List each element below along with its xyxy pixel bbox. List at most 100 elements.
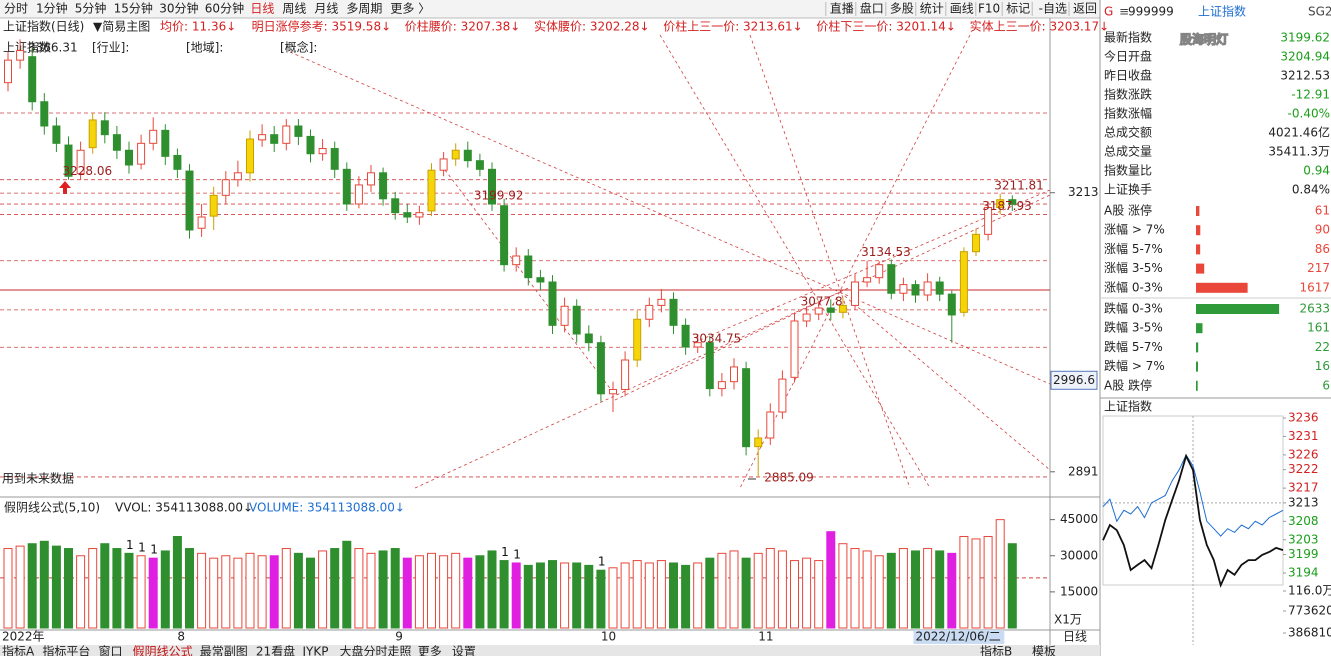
candle-body: [40, 101, 49, 127]
volume-bar: [463, 557, 473, 629]
candle-body: [463, 149, 472, 162]
toolbar-button[interactable]: 盘口: [860, 1, 884, 16]
volume-bar: [27, 543, 37, 629]
toolbar-button[interactable]: 画线: [950, 2, 974, 16]
mini-tick-label: 3226: [1288, 447, 1319, 461]
breadth-count: 16: [1315, 359, 1330, 373]
toolbar-button[interactable]: 返回: [1073, 2, 1097, 16]
main-menu[interactable]: ▼简易主图: [93, 20, 150, 34]
toolbar-button[interactable]: 标记: [1006, 2, 1030, 16]
cursor-price: 2996.6: [1053, 373, 1095, 387]
candle-body: [584, 333, 593, 344]
toolbar-button[interactable]: -自选: [1039, 2, 1067, 16]
volume-bar: [257, 555, 267, 629]
candle-body: [258, 134, 267, 141]
breadth-label: 跌幅 0-3%: [1104, 301, 1163, 316]
tag-field: [行业]:: [92, 41, 129, 55]
candle-body: [923, 281, 932, 296]
volume-bar: [874, 555, 884, 629]
bottom-tab[interactable]: 设置: [452, 645, 476, 656]
candle-body: [221, 179, 230, 196]
volume-bar: [245, 552, 255, 629]
volume-bar: [777, 550, 787, 629]
candle-body: [475, 160, 484, 170]
volume-bar: [100, 543, 110, 629]
bottom-tab[interactable]: 指标平台: [42, 644, 90, 656]
volume-bar: [535, 562, 545, 629]
candle-body: [185, 170, 194, 231]
quote-value: 3212.53: [1280, 69, 1330, 83]
candle-body: [996, 199, 1005, 208]
bottom-tab[interactable]: 窗口: [98, 645, 122, 656]
breadth-label: A股 涨停: [1104, 203, 1152, 218]
toolbar-tab[interactable]: 日线: [250, 2, 274, 16]
toolbar-tab[interactable]: 30分钟: [159, 1, 198, 16]
candle-body: [112, 134, 121, 151]
menu-icon[interactable]: ≡: [1119, 5, 1129, 19]
volume-bar: [172, 535, 182, 629]
volume-bar: [548, 560, 557, 629]
date-label: 2022/12/06/二: [916, 630, 1001, 644]
toolbar-button[interactable]: 直播: [830, 2, 854, 16]
quote-label: 今日开盘: [1104, 49, 1152, 64]
candle-body: [633, 318, 642, 361]
chart-title: 上证指数(日线): [3, 19, 84, 34]
toolbar-tab[interactable]: 15分钟: [114, 1, 153, 16]
toolbar-tab[interactable]: 60分钟: [205, 1, 244, 16]
price-label: 2885.09: [764, 470, 814, 484]
candle-body: [282, 125, 291, 144]
mini-vol-label: 773620: [1288, 604, 1331, 618]
future-data-note: 用到未来数据: [2, 471, 74, 486]
volume-bar: [427, 552, 436, 629]
period-label[interactable]: 日线: [1063, 630, 1087, 644]
date-label: 10: [601, 630, 616, 644]
candle-body: [197, 216, 206, 229]
bottom-tab[interactable]: 最常副图: [200, 645, 248, 656]
candle-body: [330, 148, 339, 170]
candle-body: [645, 304, 654, 320]
bottom-tab[interactable]: 模板: [1032, 645, 1056, 656]
bottom-tab[interactable]: 大盘分时走照: [340, 644, 412, 656]
toolbar-tab[interactable]: 更多 〉: [390, 2, 430, 16]
candle-body: [391, 198, 400, 214]
stock-name: 上证指数: [3, 40, 51, 55]
quote-label: 最新指数: [1104, 30, 1152, 45]
volume-bar: [3, 548, 13, 629]
mini-tick-label: 3222: [1288, 462, 1319, 476]
breadth-count: 217: [1307, 261, 1330, 275]
candle-body: [572, 305, 581, 335]
candle-body: [681, 324, 690, 348]
volume-bar: [596, 569, 606, 629]
bottom-tab[interactable]: 指标B: [980, 644, 1012, 656]
toolbar-tab[interactable]: 5分钟: [75, 1, 107, 16]
volume-bar: [136, 555, 146, 629]
candle-body: [354, 184, 363, 205]
volume-bar: [160, 550, 170, 629]
toolbar-tab[interactable]: 分时: [4, 2, 28, 16]
toolbar-tab[interactable]: 周线: [282, 2, 306, 16]
bottom-tab[interactable]: 21看盘: [256, 644, 295, 656]
toolbar-tab[interactable]: 多周期: [346, 2, 382, 16]
volume-bar: [911, 550, 920, 629]
mini-tick-label: 3194: [1288, 566, 1319, 580]
breadth-label: 涨幅 5-7%: [1104, 241, 1163, 256]
breadth-bar: [1196, 342, 1199, 353]
toolbar-tab[interactable]: 月线: [314, 2, 338, 16]
indicator-value: 明日涨停参考: 3519.58↓: [252, 19, 392, 34]
mini-tick-label: 3213: [1288, 495, 1319, 509]
candle-body: [911, 284, 920, 296]
toolbar-button[interactable]: F10: [978, 2, 1000, 16]
bottom-tab[interactable]: 假阴线公式: [133, 645, 193, 656]
volume-bar: [185, 548, 194, 629]
bottom-tab[interactable]: JYKP: [302, 645, 329, 656]
toolbar-tab[interactable]: 1分钟: [36, 1, 68, 16]
bottom-tab[interactable]: 更多: [418, 645, 442, 656]
breadth-bar: [1196, 304, 1280, 314]
toolbar-button[interactable]: 统计: [920, 2, 944, 16]
date-label: 11: [758, 630, 773, 644]
bottom-tab[interactable]: 指标A: [2, 644, 35, 656]
price-label: 3034.75: [692, 332, 742, 346]
candle-body: [790, 320, 799, 378]
toolbar-button[interactable]: 多股: [890, 2, 914, 16]
